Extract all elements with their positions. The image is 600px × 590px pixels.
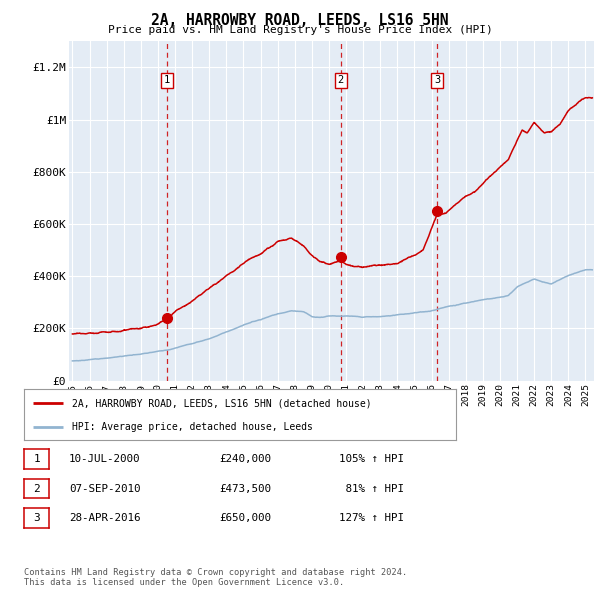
Text: 81% ↑ HPI: 81% ↑ HPI <box>339 484 404 493</box>
Text: 10-JUL-2000: 10-JUL-2000 <box>69 454 140 464</box>
Text: 2A, HARROWBY ROAD, LEEDS, LS16 5HN (detached house): 2A, HARROWBY ROAD, LEEDS, LS16 5HN (deta… <box>71 398 371 408</box>
Text: 1: 1 <box>33 454 40 464</box>
Text: 3: 3 <box>434 76 440 86</box>
Text: 2: 2 <box>33 484 40 493</box>
Text: 2: 2 <box>337 76 344 86</box>
Text: 2A, HARROWBY ROAD, LEEDS, LS16 5HN: 2A, HARROWBY ROAD, LEEDS, LS16 5HN <box>151 13 449 28</box>
Text: £240,000: £240,000 <box>219 454 271 464</box>
Text: 07-SEP-2010: 07-SEP-2010 <box>69 484 140 493</box>
Text: 3: 3 <box>33 513 40 523</box>
Text: 1: 1 <box>164 76 170 86</box>
Text: 28-APR-2016: 28-APR-2016 <box>69 513 140 523</box>
Text: £473,500: £473,500 <box>219 484 271 493</box>
Text: 127% ↑ HPI: 127% ↑ HPI <box>339 513 404 523</box>
Text: £650,000: £650,000 <box>219 513 271 523</box>
Text: 105% ↑ HPI: 105% ↑ HPI <box>339 454 404 464</box>
Text: Contains HM Land Registry data © Crown copyright and database right 2024.
This d: Contains HM Land Registry data © Crown c… <box>24 568 407 587</box>
Text: Price paid vs. HM Land Registry's House Price Index (HPI): Price paid vs. HM Land Registry's House … <box>107 25 493 35</box>
Text: HPI: Average price, detached house, Leeds: HPI: Average price, detached house, Leed… <box>71 422 313 432</box>
